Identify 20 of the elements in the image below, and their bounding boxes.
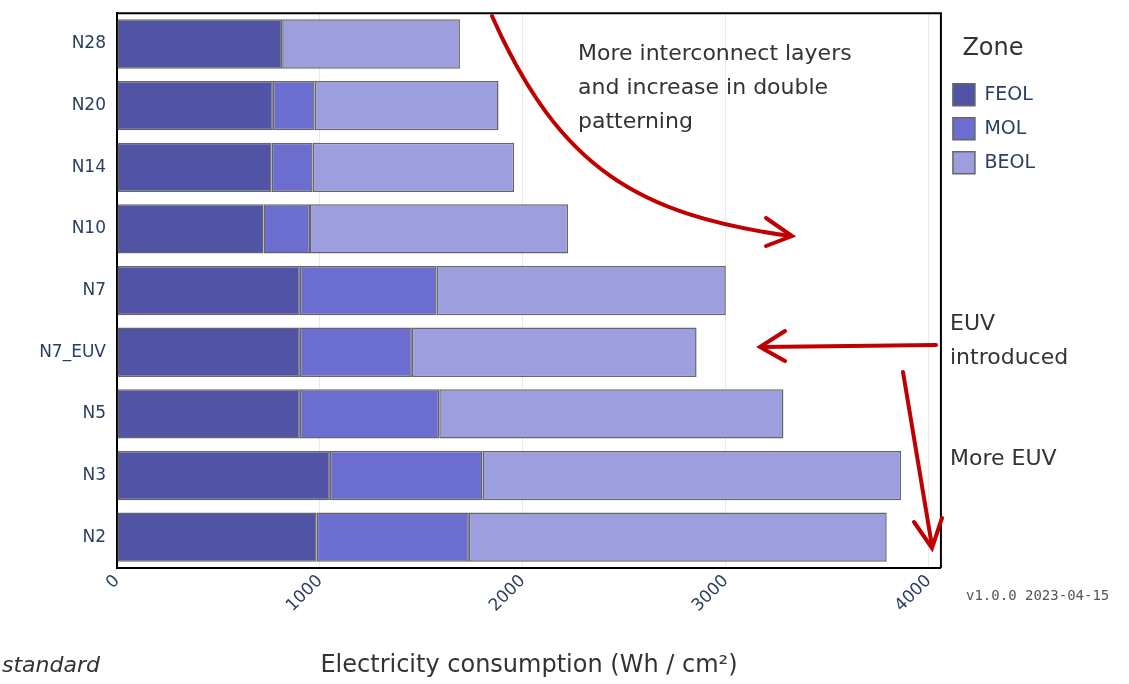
legend-label: FEOL — [984, 81, 1034, 104]
legend-label: MOL — [984, 115, 1027, 138]
y-tick-label: N2 — [82, 525, 106, 546]
text: EUV introduced — [950, 309, 1070, 371]
y-tick-label: N3 — [82, 463, 106, 484]
text: standard — [2, 651, 101, 679]
y-tick-label: N28 — [71, 32, 106, 53]
x-axis-title: Electricity consumption (Wh / cm²) — [320, 649, 738, 678]
text: v1.0.0 2023-04-15 — [966, 586, 1111, 604]
y-tick-label: N20 — [71, 94, 106, 115]
y-tick-label: N10 — [71, 217, 106, 238]
y-tick-label: N7_EUV — [39, 340, 107, 362]
x-tick-label: 0 — [101, 570, 123, 592]
y-tick-label: N7 — [82, 279, 106, 300]
legend-title: Zone — [962, 33, 1024, 62]
text: More EUV — [950, 444, 1058, 472]
annotation: More interconnect layers and increase in double patterning — [578, 39, 853, 135]
y-tick-label: N5 — [82, 402, 106, 423]
y-tick-label: N14 — [71, 155, 106, 176]
legend-label: BEOL — [984, 149, 1036, 172]
